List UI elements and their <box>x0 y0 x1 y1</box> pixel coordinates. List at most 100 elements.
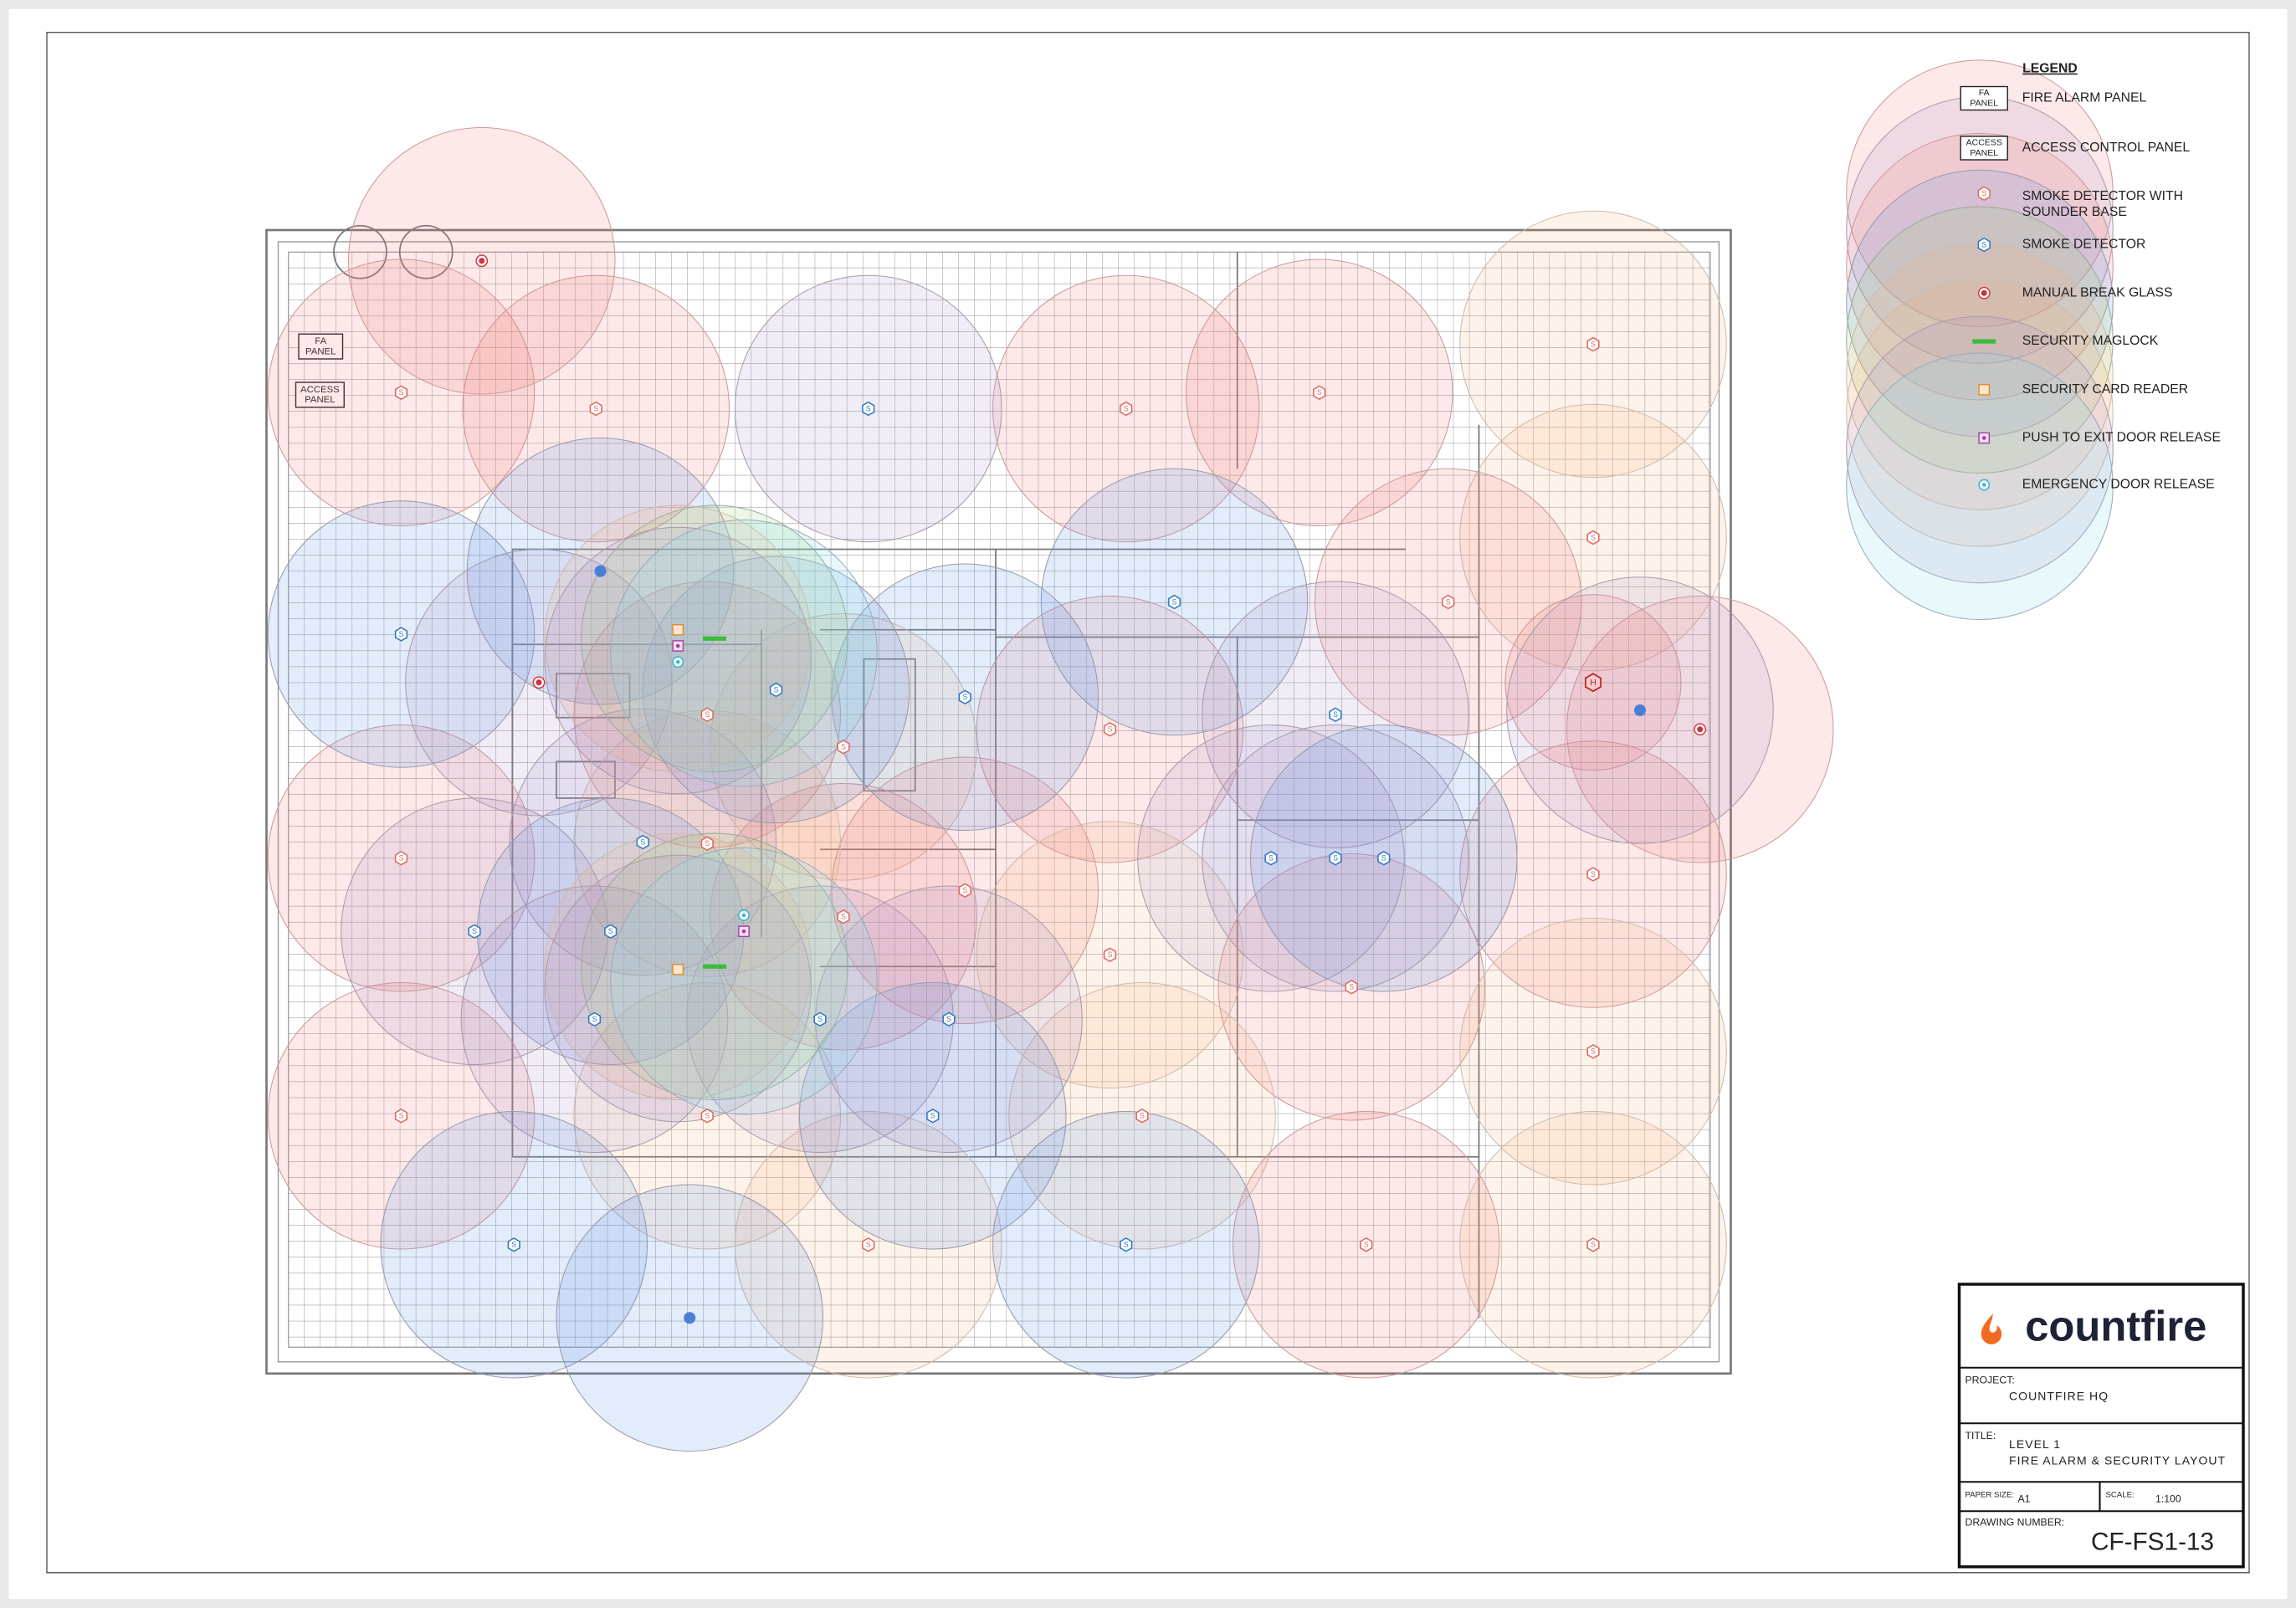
legend-label: PUSH TO EXIT DOOR RELEASE <box>2022 431 2221 445</box>
detector-letter: S <box>1981 189 1986 197</box>
tb-value: FIRE ALARM & SECURITY LAYOUT <box>2009 1453 2226 1467</box>
tb-label: TITLE: <box>1965 1430 1996 1442</box>
device-dot <box>684 1312 696 1324</box>
detector-symbol <box>1345 979 1358 995</box>
maglock <box>1972 339 1996 344</box>
tb-label: PAPER SIZE: <box>1965 1491 2015 1500</box>
legend-title: LEGEND <box>2022 62 2078 76</box>
detector-symbol <box>587 1011 602 1027</box>
detector-symbol <box>926 1108 940 1124</box>
break-glass-dot <box>479 258 485 264</box>
detector-letter: S <box>705 839 710 848</box>
detector-symbol <box>394 385 408 401</box>
detector-letter: S <box>1446 597 1451 606</box>
logo-icon <box>1981 1314 2002 1344</box>
detector-letter: S <box>930 1112 935 1120</box>
detector-symbol <box>589 401 602 417</box>
detector-symbol <box>394 627 408 642</box>
detector-letter: S <box>1591 1241 1596 1249</box>
detector-letter: S <box>962 693 967 701</box>
detector-letter: S <box>1172 597 1177 606</box>
emergency-release-dot <box>676 660 680 664</box>
title-block: countfire PROJECT: COUNTFIRE HQ TITLE: L… <box>1957 1283 2245 1569</box>
heat-detector <box>1585 673 1602 693</box>
coverage <box>267 126 1834 1452</box>
title-block-frame <box>1957 1283 2245 1569</box>
detector-symbol <box>769 682 783 698</box>
detector-symbol <box>1103 947 1117 963</box>
tb-value: LEVEL 1 <box>2009 1437 2061 1451</box>
detector-letter: S <box>866 1241 871 1249</box>
coverage-circle <box>544 854 812 1123</box>
detector-letter: S <box>866 404 871 412</box>
detector-letter: S <box>1124 1241 1129 1249</box>
detector-symbol <box>1977 186 1991 202</box>
detector-symbol <box>1377 850 1391 866</box>
detector-letter: S <box>399 388 404 397</box>
coverage-circle <box>544 504 812 773</box>
maglock <box>703 964 726 969</box>
break-glass-dot <box>1697 726 1704 733</box>
detector-letter: S <box>592 1015 597 1023</box>
detector-symbol <box>394 1108 408 1124</box>
detector-symbol <box>1586 1043 1600 1059</box>
detector-letter: S <box>472 927 477 935</box>
detector-symbol <box>700 836 714 852</box>
detector-symbol <box>813 1011 827 1027</box>
card-reader <box>672 963 684 976</box>
emergency-release-dot <box>741 913 746 918</box>
detector-symbol <box>394 850 408 866</box>
detector-letter: S <box>705 710 710 719</box>
emergency-release-dot <box>1982 483 1986 487</box>
detector-letter: S <box>1591 340 1596 348</box>
detector-symbol <box>942 1011 956 1027</box>
detector-letter: S <box>1108 950 1113 959</box>
coverage-circle <box>1846 279 2114 547</box>
legend-panel <box>1960 136 2008 161</box>
detector-letter: S <box>774 685 779 694</box>
maglock <box>703 636 726 641</box>
logo-text: countfire <box>2025 1303 2206 1350</box>
legend-label: SOUNDER BASE <box>2022 205 2127 219</box>
legend-label: SMOKE DETECTOR <box>2022 238 2146 252</box>
partitions <box>333 224 1480 1319</box>
access-panel <box>295 382 345 408</box>
legend-label: ACCESS CONTROL PANEL <box>2022 141 2191 155</box>
detector-letter: S <box>640 837 645 846</box>
detector-letter: S <box>1981 240 1986 248</box>
card-reader <box>1978 383 1991 396</box>
push-to-exit-dot <box>741 929 746 934</box>
break-glass-dot <box>536 679 542 686</box>
detector-symbol <box>468 924 481 940</box>
detector-symbol <box>700 1108 714 1124</box>
detector-letter: S <box>593 404 598 412</box>
detector-symbol <box>1442 594 1455 610</box>
push-to-exit-dot <box>1981 436 1986 440</box>
device-dot <box>594 565 607 577</box>
detector-letter: S <box>511 1241 516 1249</box>
inner-wall <box>277 241 1720 1363</box>
panel-text: PANEL <box>305 346 336 356</box>
coverage-circle <box>610 519 878 787</box>
tb-label: DRAWING NUMBER: <box>1965 1516 2065 1528</box>
detector-symbol <box>1586 336 1600 352</box>
detector-letter: S <box>1108 725 1113 734</box>
detector-letter: S <box>841 743 846 751</box>
detector-symbol <box>700 707 714 723</box>
panel-text: PANEL <box>305 395 335 405</box>
tb-value: 1:100 <box>2155 1493 2181 1504</box>
detector-letter: S <box>1591 533 1596 541</box>
detector-letter: S <box>399 630 404 638</box>
detector-symbol <box>1977 237 1991 253</box>
drawing-number: CF-FS1-13 <box>2091 1529 2214 1556</box>
legend-label: SMOKE DETECTOR WITH <box>2022 189 2183 203</box>
legend-label: FIRE ALARM PANEL <box>2022 91 2147 105</box>
legend-symbol-text: FA <box>1979 88 1990 98</box>
panel-text: ACCESS <box>300 385 340 395</box>
outer-wall <box>265 228 1732 1375</box>
legend-label: MANUAL BREAK GLASS <box>2022 285 2173 300</box>
detector-symbol <box>1120 1237 1133 1252</box>
tb-label: PROJECT: <box>1965 1375 2015 1386</box>
legend-symbol-text: PANEL <box>1970 98 1998 108</box>
